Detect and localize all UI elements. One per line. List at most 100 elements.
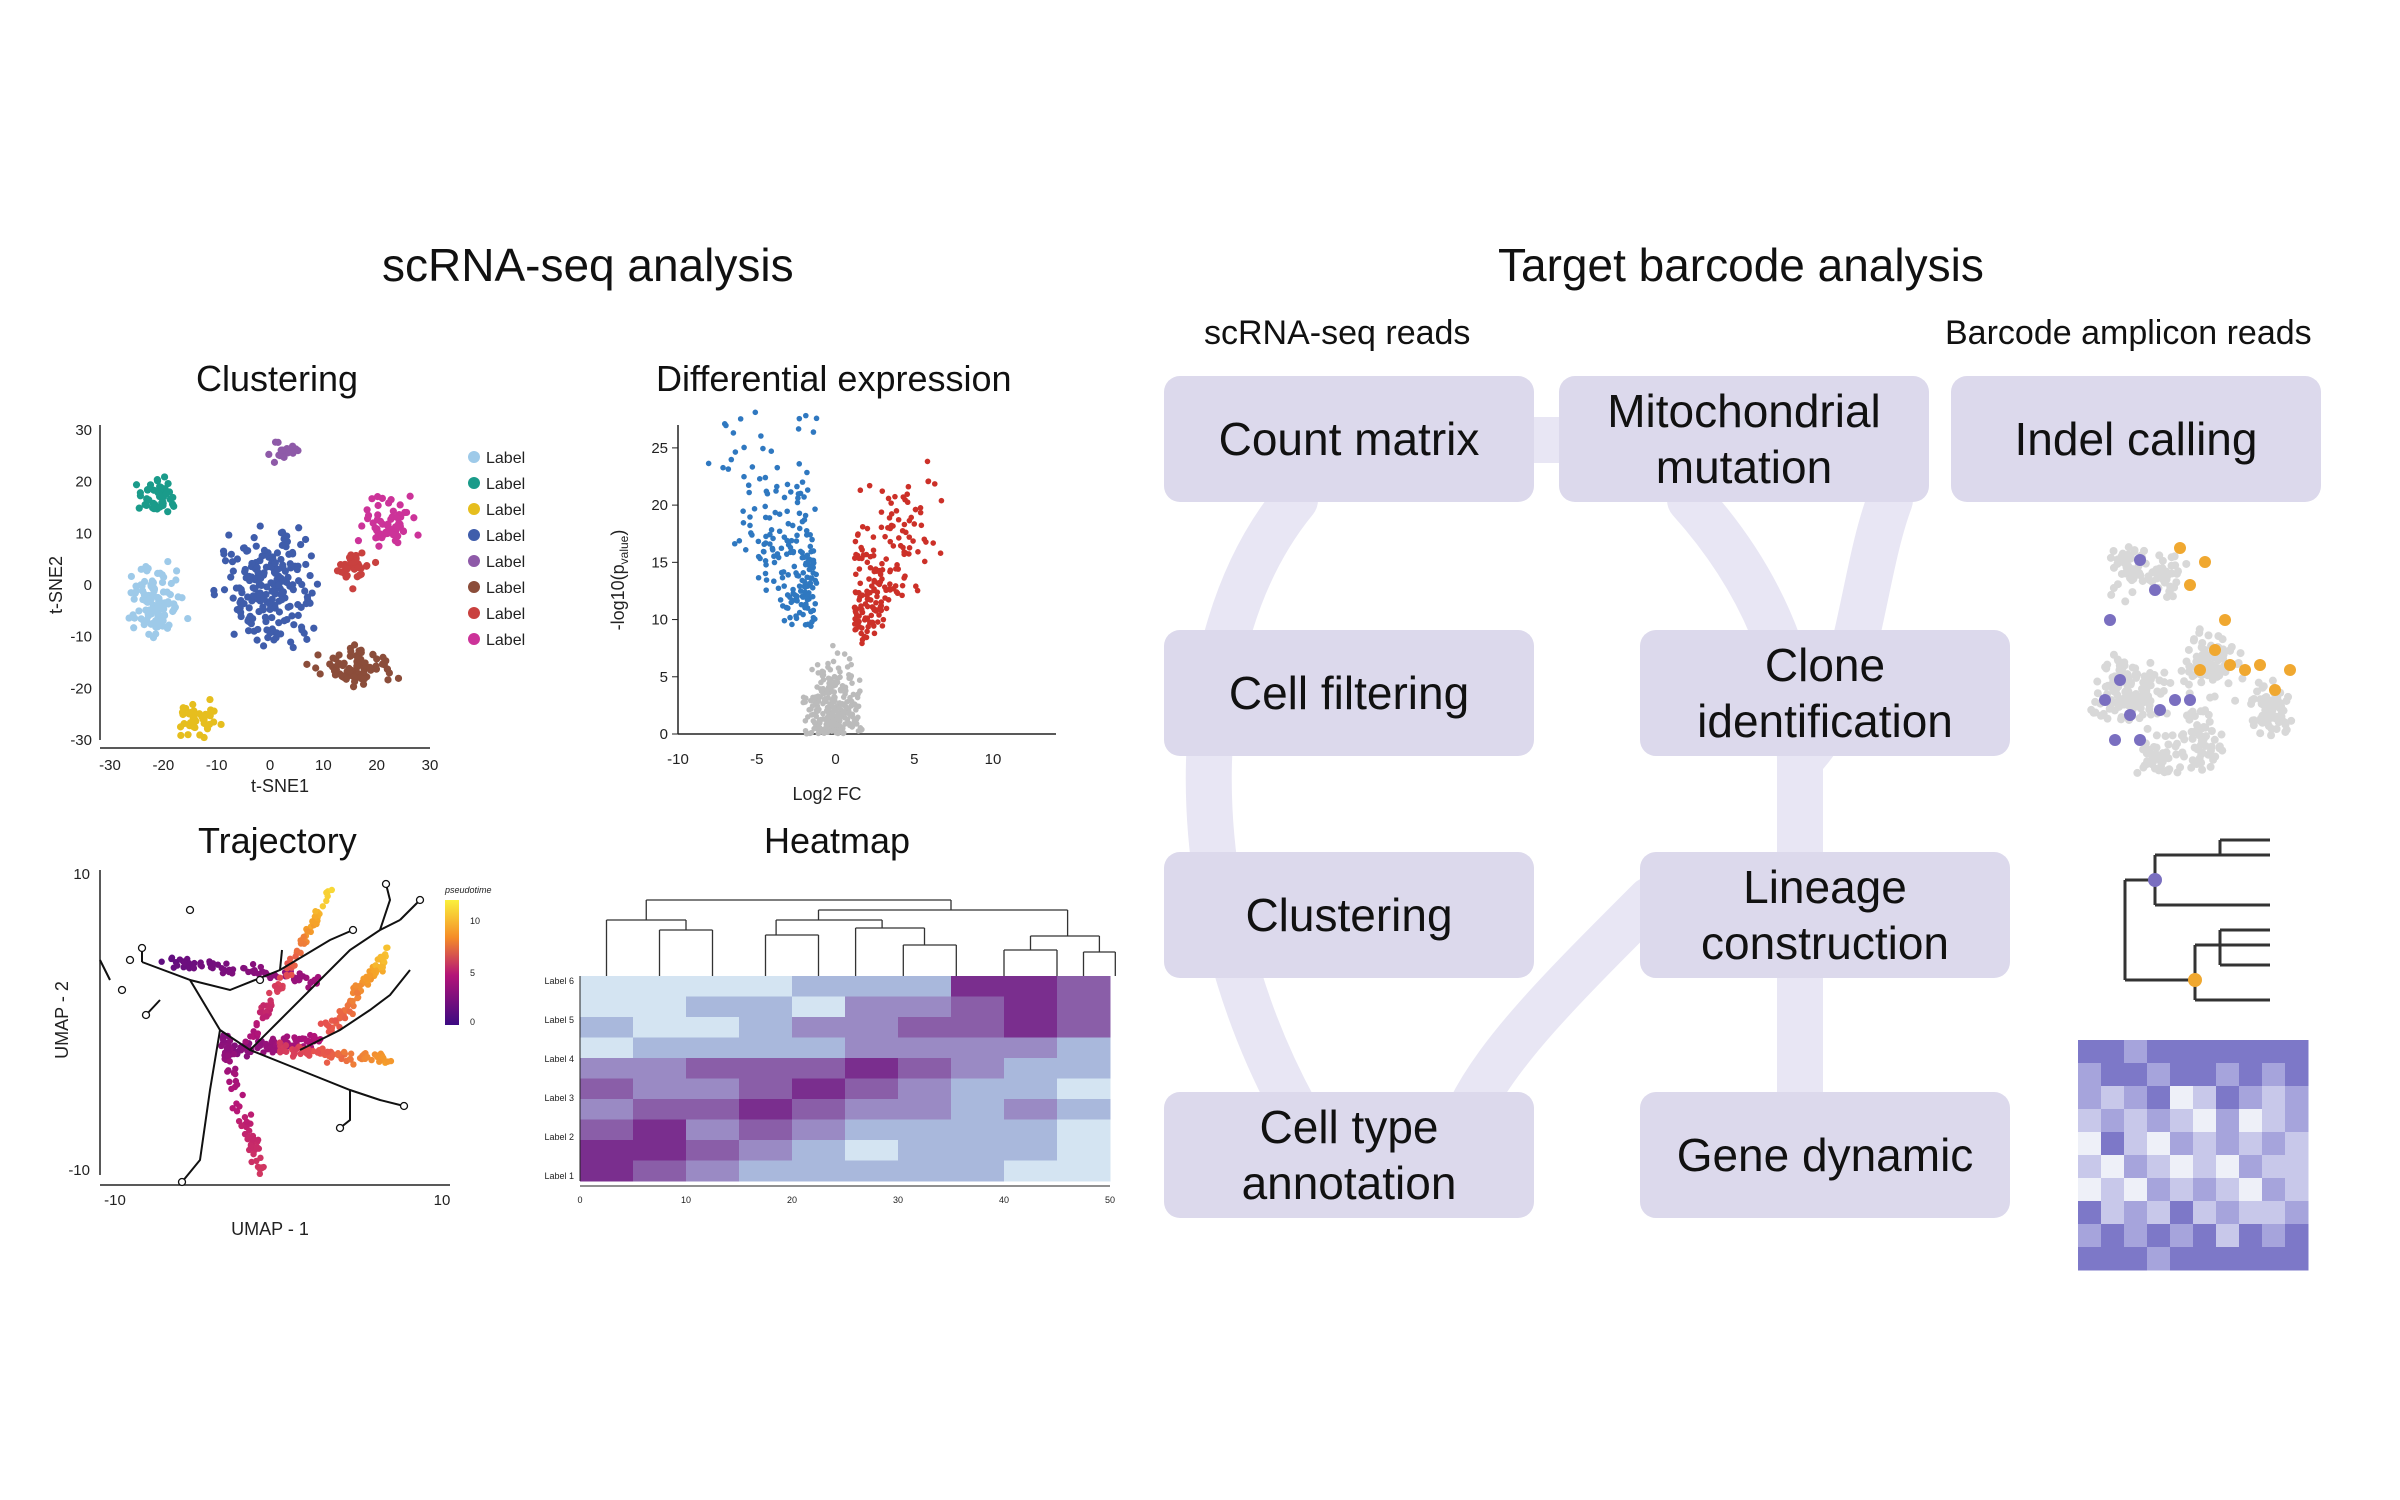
cluster-point xyxy=(359,680,368,688)
clone-grey-dot xyxy=(2206,746,2215,755)
ns-point xyxy=(827,680,834,687)
up-point xyxy=(858,603,864,609)
clone-grey-dot xyxy=(2102,664,2111,673)
trajectory-point xyxy=(226,1058,233,1065)
clone-grey-dot xyxy=(2161,732,2170,741)
heatmap-cell xyxy=(739,1037,793,1059)
cluster-point xyxy=(358,549,366,557)
cluster-point xyxy=(160,473,169,481)
clone-grey-dot xyxy=(2204,631,2213,640)
cluster-point xyxy=(393,513,401,521)
ns-point xyxy=(849,680,855,686)
down-point xyxy=(763,562,769,568)
up-point xyxy=(883,587,889,594)
cluster-point xyxy=(302,560,310,569)
lineage-tree-icon xyxy=(2123,838,2270,1002)
down-point xyxy=(795,491,802,497)
trajectory-point xyxy=(240,964,247,972)
clustering-box: Clustering xyxy=(1164,852,1534,978)
gene-dynamic-cell xyxy=(2262,1132,2286,1156)
trajectory-point xyxy=(260,1002,267,1009)
cluster-point xyxy=(164,598,172,606)
up-point xyxy=(890,543,897,549)
down-point xyxy=(809,593,816,600)
up-point xyxy=(886,515,893,521)
cluster-point xyxy=(316,670,324,678)
up-point xyxy=(853,616,859,622)
trajectory-point xyxy=(239,1091,246,1099)
cluster-point xyxy=(150,486,158,494)
gene-dynamic-cell xyxy=(2124,1063,2148,1087)
cluster-point xyxy=(256,522,264,530)
ns-point xyxy=(831,698,837,705)
up-point xyxy=(938,497,945,504)
cluster-point xyxy=(139,595,147,604)
heatmap-cell xyxy=(951,996,1005,1018)
gene-dynamic-cell xyxy=(2285,1063,2309,1087)
cluster-point xyxy=(279,561,287,569)
cluster-point xyxy=(210,586,218,595)
trajectory-point xyxy=(323,1059,331,1066)
trajectory-point xyxy=(257,963,265,971)
cluster-point xyxy=(266,629,274,637)
up-point xyxy=(883,605,890,612)
heatmap-cell xyxy=(633,1058,687,1079)
clone-grey-dot xyxy=(2198,748,2207,757)
ns-point xyxy=(856,677,863,684)
ns-point xyxy=(835,665,842,671)
up-point xyxy=(871,630,878,637)
trajectory-point xyxy=(253,1021,260,1029)
down-point xyxy=(780,569,787,575)
cluster-point xyxy=(254,625,262,634)
up-point xyxy=(887,538,894,545)
up-point xyxy=(892,493,898,500)
gene-dynamic-cell xyxy=(2285,1086,2309,1110)
heatmap-cell xyxy=(898,1037,952,1059)
gene-dynamic-cell xyxy=(2193,1224,2217,1248)
clone-grey-dot xyxy=(2209,755,2218,764)
cluster-point xyxy=(159,498,167,506)
heatmap-cell xyxy=(845,1037,899,1059)
cluster-point xyxy=(357,649,365,657)
cluster-point xyxy=(164,557,172,566)
cluster-point xyxy=(166,591,174,599)
heatmap-cell xyxy=(1057,1160,1111,1182)
heatmap-cell xyxy=(951,976,1005,997)
colorbar-label: pseudotime xyxy=(444,885,492,895)
clone-orange-dot xyxy=(2194,664,2206,676)
down-point xyxy=(776,528,783,535)
gene-dynamic-cell xyxy=(2124,1040,2148,1064)
clone-grey-dot xyxy=(2123,670,2132,679)
gene-dynamic-cell xyxy=(2170,1224,2194,1248)
cluster-point xyxy=(342,675,350,683)
up-point xyxy=(917,509,924,516)
cluster-point xyxy=(172,567,181,575)
up-point xyxy=(864,559,871,566)
y-tick-label: 20 xyxy=(651,497,668,514)
trajectory-umap-plot: 10 -10 -10 10 UMAP - 1 UMAP - 2 pseudotime 10 5… xyxy=(52,866,492,1239)
heatmap-cell xyxy=(792,1160,846,1182)
clustered-heatmap: Label 6 Label 5 Label 4 Label 3 Label 2 Label… xyxy=(544,899,1116,1205)
clone-grey-dot xyxy=(2154,570,2163,579)
y-axis-label: UMAP - 2 xyxy=(52,981,72,1059)
heatmap-cell xyxy=(898,1160,952,1182)
cluster-point xyxy=(252,542,260,550)
heatmap-cell xyxy=(898,1058,952,1079)
ns-point xyxy=(852,701,858,708)
cluster-point xyxy=(363,506,371,514)
cluster-point xyxy=(384,676,392,684)
clone-grey-dot xyxy=(2179,730,2188,739)
down-point xyxy=(778,545,785,552)
down-point xyxy=(790,586,796,593)
cluster-point xyxy=(333,567,342,575)
down-point xyxy=(784,537,790,544)
gene-dynamic-cell xyxy=(2124,1132,2148,1156)
gene-dynamic-cell xyxy=(2147,1224,2171,1248)
clone-cluster-icon xyxy=(2087,542,2296,777)
gene-dynamic-cell xyxy=(2147,1086,2171,1110)
trajectory-point xyxy=(198,963,205,970)
clone-grey-dot xyxy=(2182,559,2191,568)
clone-grey-dot xyxy=(2215,744,2224,753)
branch-endpoint xyxy=(137,943,147,953)
gene-dynamic-cell xyxy=(2078,1063,2102,1087)
